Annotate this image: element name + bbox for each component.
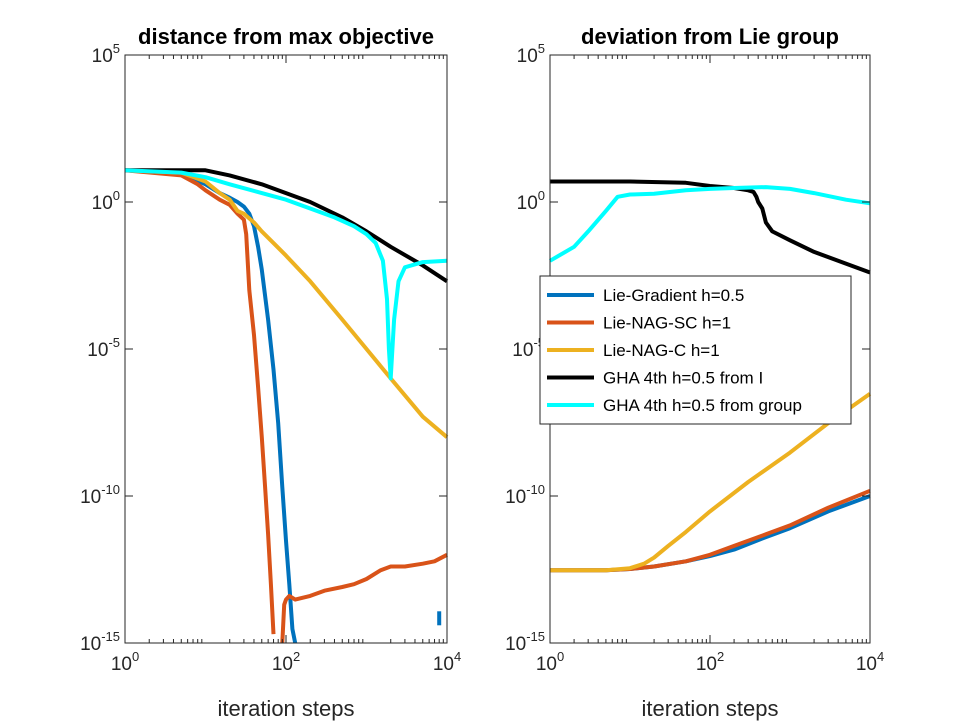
x-tick-label: 104 [856, 649, 884, 675]
legend-label: GHA 4th h=0.5 from I [603, 369, 763, 388]
series-line [550, 488, 871, 573]
y-tick-label: 100 [92, 188, 120, 214]
legend-label: GHA 4th h=0.5 from group [603, 396, 802, 415]
chart-title: deviation from Lie group [581, 24, 839, 49]
series-line [124, 168, 448, 381]
legend-label: Lie-NAG-SC h=1 [603, 314, 731, 333]
series-line [550, 494, 871, 573]
y-tick-label: 105 [517, 41, 545, 67]
legend: Lie-Gradient h=0.5 Lie-NAG-SC h=1 Lie-NAG-… [539, 275, 852, 425]
y-tick-label: 105 [92, 41, 120, 67]
right-panel: 100 102 104 105 100 10-5 10-10 10-15 deviation f… [505, 24, 884, 721]
y-tick-label: 10-10 [80, 482, 120, 508]
x-axis-label: iteration steps [218, 696, 355, 721]
x-tick-label: 100 [536, 649, 564, 675]
series-line [124, 168, 276, 635]
x-tick-label: 102 [272, 649, 300, 675]
x-axis-label: iteration steps [642, 696, 779, 721]
legend-label: Lie-NAG-C h=1 [603, 341, 720, 360]
x-tick-label: 100 [111, 649, 139, 675]
tick-marks [124, 54, 448, 644]
y-tick-label: 10-15 [80, 629, 120, 655]
chart-title: distance from max objective [138, 24, 434, 49]
left-panel: 100 102 104 105 100 10-5 10-10 10-15 distance fr… [80, 24, 461, 721]
y-tick-label: 100 [517, 188, 545, 214]
series-line [550, 179, 871, 275]
tick-marks [549, 54, 871, 644]
y-tick-label: 10-5 [87, 335, 120, 361]
series-group [548, 179, 872, 573]
series-line [280, 553, 448, 644]
series-group [124, 168, 449, 644]
series-line [125, 168, 449, 283]
legend-label: Lie-Gradient h=0.5 [603, 286, 744, 305]
x-tick-label: 104 [433, 649, 461, 675]
series-line [548, 185, 871, 263]
x-tick-label: 102 [696, 649, 724, 675]
series-line [550, 392, 872, 573]
series-line [124, 168, 449, 439]
y-tick-label: 10-15 [505, 629, 545, 655]
y-tick-label: 10-10 [505, 482, 545, 508]
y-tick-label: 10-5 [512, 335, 545, 361]
